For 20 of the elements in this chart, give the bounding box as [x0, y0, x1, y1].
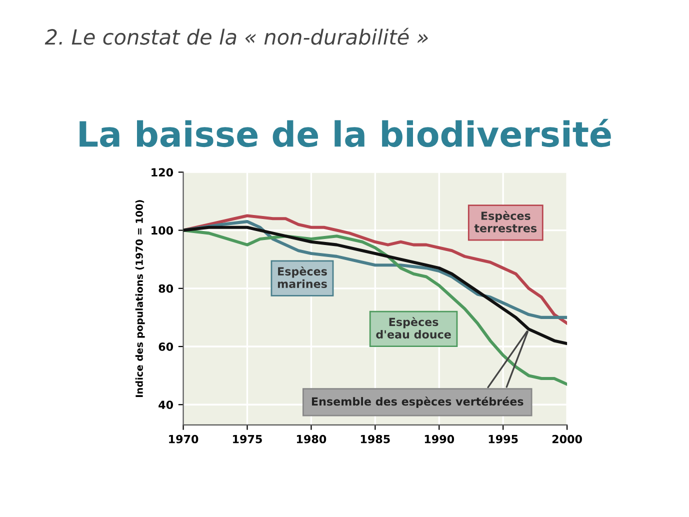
series-label: Espèces d'eau douce	[376, 317, 451, 339]
x-tick-label: 1980	[296, 434, 326, 444]
x-tick-label: 1975	[233, 434, 262, 444]
chart-title: La baisse de la biodiversité	[80, 118, 611, 148]
y-tick-label: 100	[152, 226, 174, 235]
x-tick-label: 1990	[424, 434, 454, 444]
series-label: Espèces marines	[278, 266, 327, 288]
text: Espèces terrestres	[474, 210, 537, 232]
y-tick-label: 80	[158, 284, 174, 293]
y-axis-title: Indice des populations (1970 = 100)	[135, 200, 145, 397]
y-tick-label: 60	[158, 342, 174, 351]
x-tick-label: 1970	[169, 434, 198, 444]
y-tick-label: 120	[152, 168, 174, 177]
x-tick-label: 2000	[552, 434, 582, 444]
x-tick-label: 1995	[488, 434, 518, 444]
line-series	[183, 226, 568, 346]
chart-subtitle: 2. Le constat de la « non-durabilité »	[44, 28, 428, 45]
annotation: Ensemble des espèces vertébrées	[312, 396, 524, 408]
x-tick-label: 1985	[360, 434, 390, 444]
y-tick-label: 40	[158, 400, 174, 410]
